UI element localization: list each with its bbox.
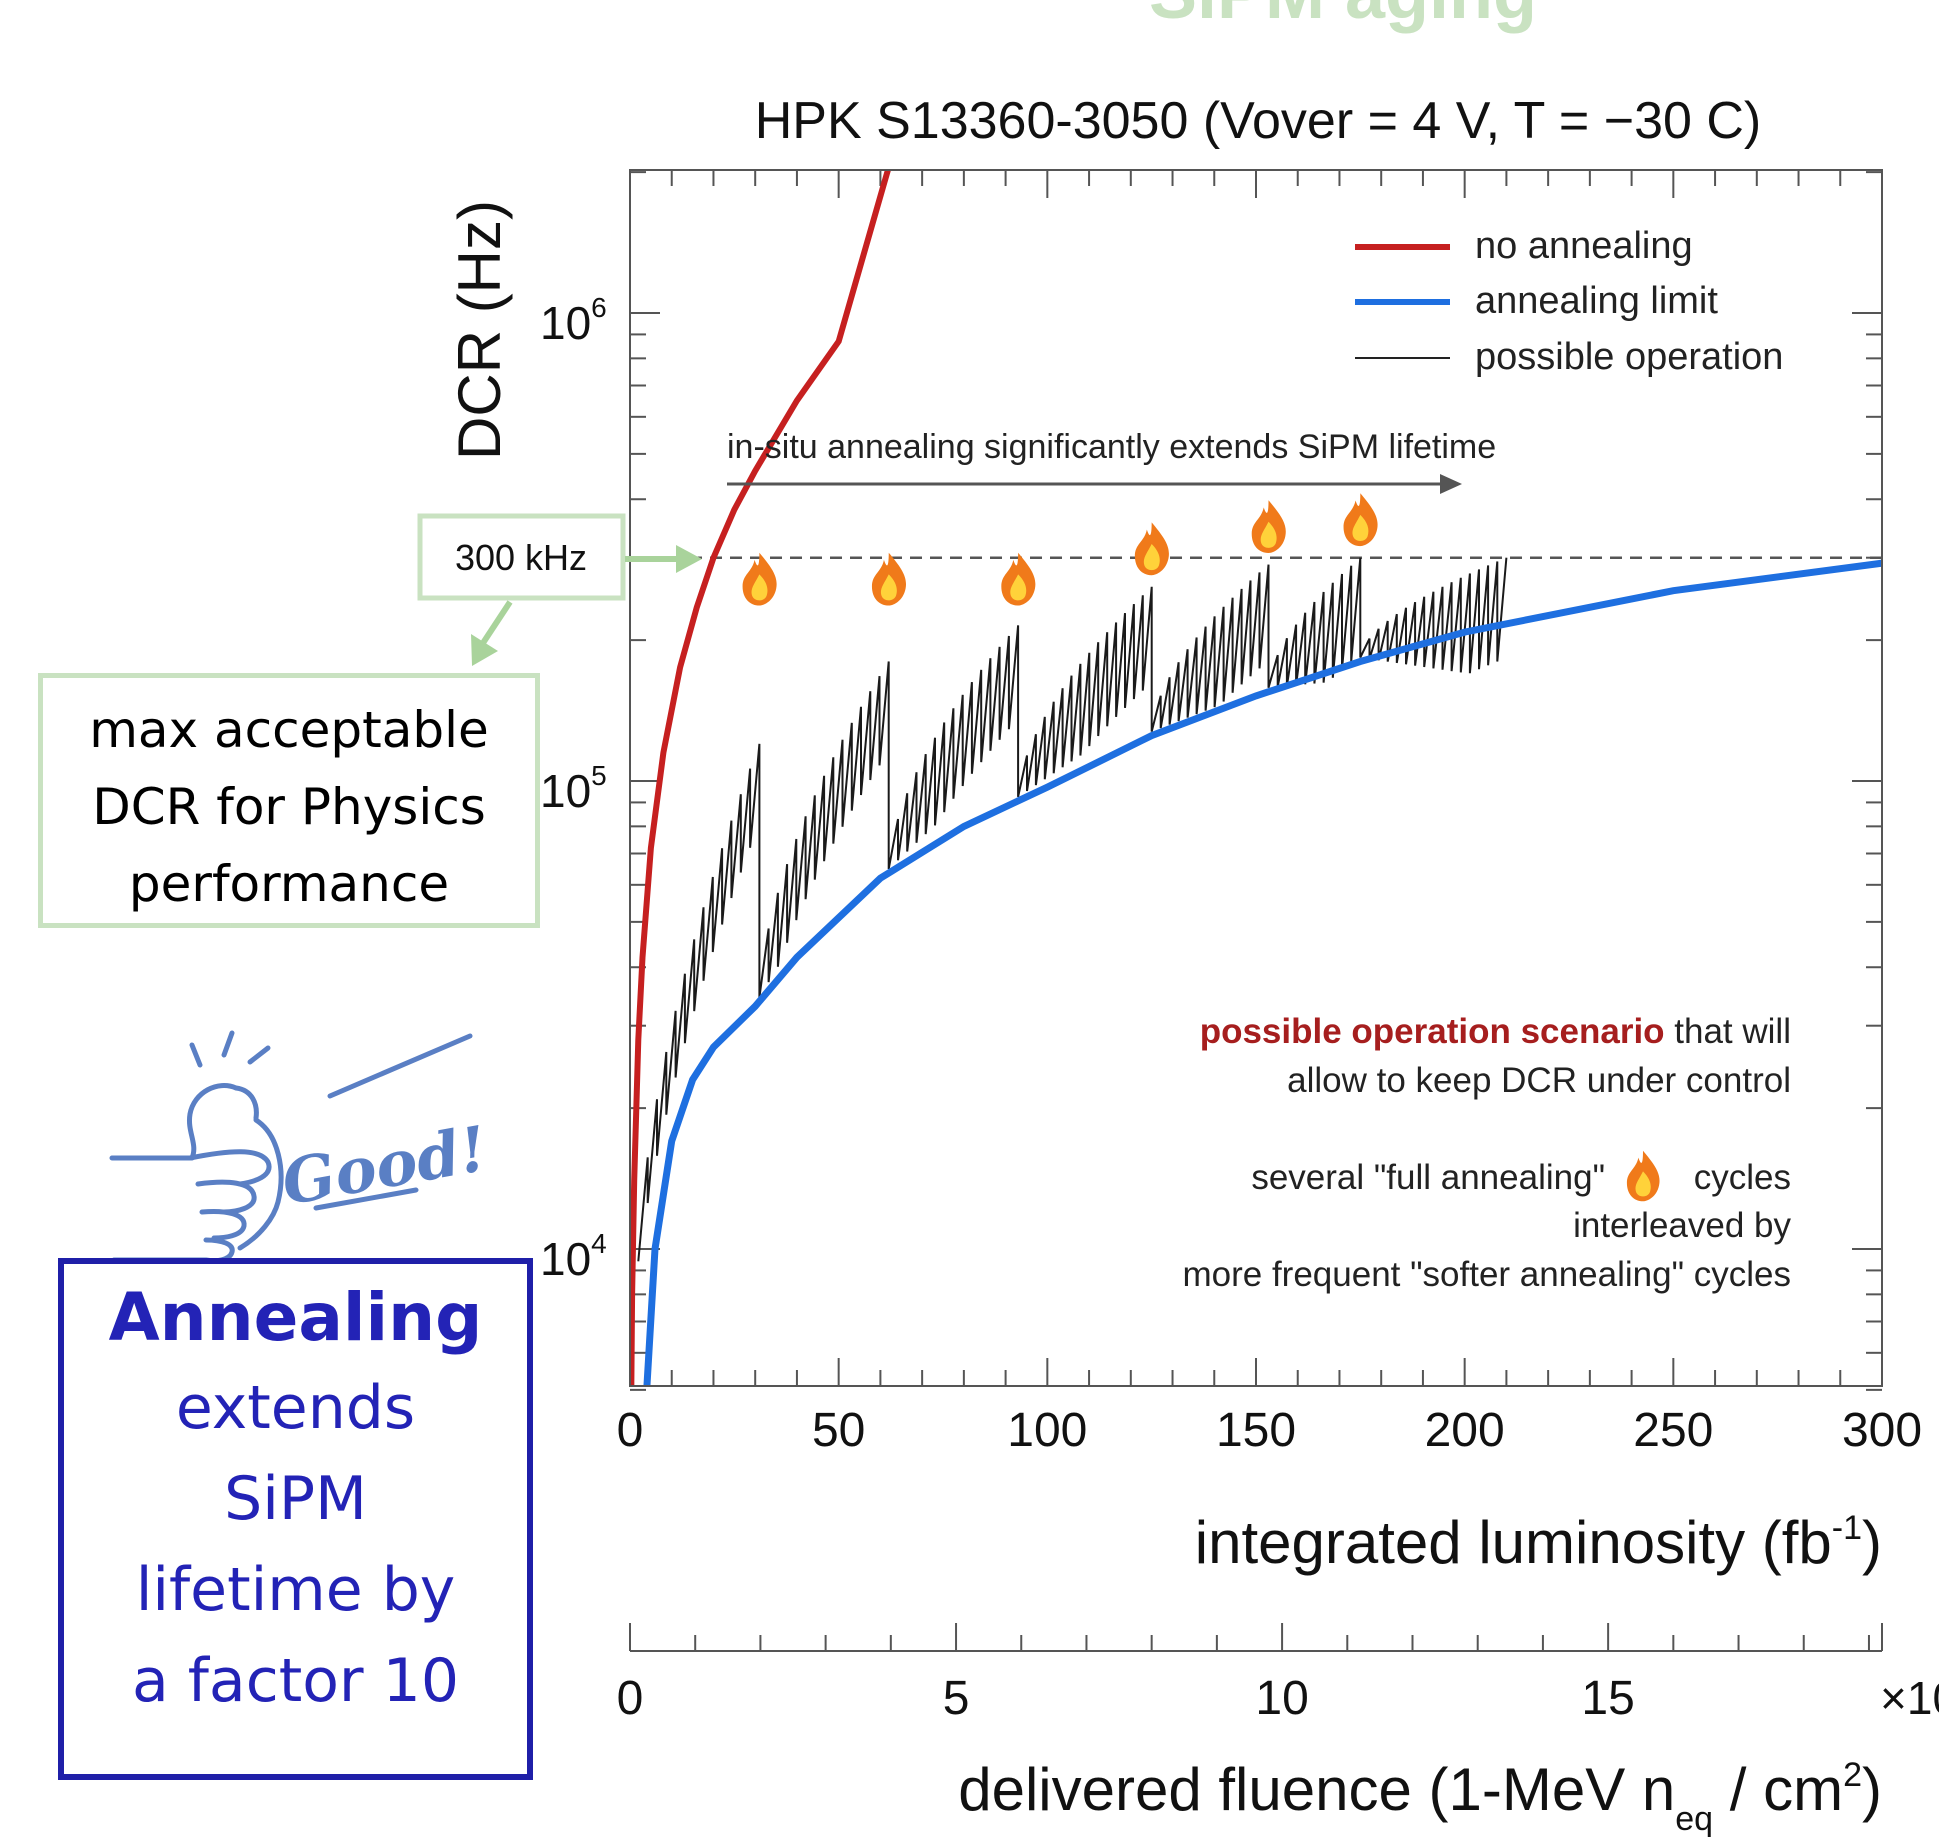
x-tick-label-0: 0 xyxy=(617,1404,644,1457)
fluence-tick-label-5: 5 xyxy=(943,1672,970,1725)
x-axis-label: integrated luminosity (fb-1) xyxy=(1195,1509,1882,1576)
good-label: Good! xyxy=(277,1112,493,1220)
series-possible-operation xyxy=(637,557,1508,1262)
annealing-heading: Annealing xyxy=(108,1279,483,1356)
chart-title: HPK S13360-3050 (Vover = 4 V, T = −30 C) xyxy=(755,92,1761,150)
axis-ticks xyxy=(630,170,1883,1391)
cycles-note-line3: more frequent "softer annealing" cycles xyxy=(1182,1255,1791,1294)
y-tick-label-1e6: 106 xyxy=(540,292,607,349)
x-tick-label-250: 250 xyxy=(1633,1404,1713,1457)
inline-flame-icon xyxy=(1626,1150,1660,1202)
flame-icon-inline xyxy=(1626,1150,1660,1202)
x-tick-label-50: 50 xyxy=(812,1404,865,1457)
scenario-note-line1: possible operation scenario that will xyxy=(1200,1012,1791,1051)
page-heading: SiPM aging xyxy=(1149,0,1537,34)
max-dcr-line-1: max acceptable xyxy=(89,701,489,759)
max-callout-arrowhead xyxy=(471,634,498,666)
fluence-axis-ticks xyxy=(629,1623,1883,1651)
legend-label-no-annealing: no annealing xyxy=(1475,225,1693,267)
cycles-note-line2: interleaved by xyxy=(1573,1206,1791,1245)
scenario-note-line2: allow to keep DCR under control xyxy=(1287,1061,1791,1100)
legend-label-annealing-limit: annealing limit xyxy=(1475,280,1718,322)
full-annealing-markers xyxy=(742,493,1378,606)
flame-icon-1 xyxy=(871,552,907,606)
threshold-callout-label: 300 kHz xyxy=(455,537,587,578)
flame-icon-5 xyxy=(1343,493,1378,547)
threshold-callout-arrowhead xyxy=(676,545,702,573)
fluence-tick-labels: 0 5 10 15 xyxy=(617,1672,1635,1725)
series-no-annealing xyxy=(631,171,891,1385)
y-axis-label: DCR (Hz) xyxy=(446,200,513,460)
x-tick-label-200: 200 xyxy=(1425,1404,1505,1457)
annealing-line-3: lifetime by xyxy=(135,1555,456,1625)
x-tick-label-150: 150 xyxy=(1216,1404,1296,1457)
max-callout-arrow xyxy=(480,600,513,645)
cycles-note-line1b: cycles xyxy=(1694,1158,1791,1197)
flame-icon-2 xyxy=(1001,552,1036,606)
legend: no annealing annealing limit possible op… xyxy=(1355,225,1783,378)
annotation-arrow-head xyxy=(1440,474,1462,494)
annealing-line-1: extends xyxy=(175,1373,416,1443)
flame-icon-3 xyxy=(1134,522,1169,576)
scenario-highlight: possible operation scenario xyxy=(1200,1012,1665,1051)
legend-label-possible-operation: possible operation xyxy=(1475,336,1783,378)
flame-icon-0 xyxy=(742,552,777,606)
x-tick-label-100: 100 xyxy=(1007,1404,1087,1457)
cycles-note-line1a: several "full annealing" xyxy=(1251,1158,1605,1197)
y-tick-labels: 106 105 104 xyxy=(540,292,607,1285)
thumbs-up-good-icon: Good! xyxy=(109,1030,493,1264)
fluence-multiplier: ×109 xyxy=(1880,1667,1939,1724)
annealing-line-4: a factor 10 xyxy=(131,1646,460,1716)
y-tick-label-1e5: 105 xyxy=(540,760,607,817)
series-annealing-limit xyxy=(643,559,1881,1385)
flame-icon-4 xyxy=(1251,500,1286,553)
annotation-arrow-text: in-situ annealing significantly extends … xyxy=(727,428,1496,466)
fluence-tick-label-10: 10 xyxy=(1255,1672,1308,1725)
x-tick-labels: 0 50 100 150 200 250 300 xyxy=(617,1404,1922,1457)
max-dcr-callout: max acceptable DCR for Physics performan… xyxy=(38,673,540,928)
fluence-axis-label: delivered fluence (1-MeV neq / cm2) xyxy=(958,1756,1882,1838)
y-tick-label-1e4: 104 xyxy=(540,1228,607,1285)
threshold-callout-box xyxy=(417,513,626,601)
scenario-rest: that will xyxy=(1674,1012,1791,1051)
annealing-summary-box: Annealing extends SiPM lifetime by a fac… xyxy=(58,1258,533,1780)
annealing-line-2: SiPM xyxy=(224,1464,367,1534)
fluence-tick-label-15: 15 xyxy=(1581,1672,1634,1725)
max-dcr-line-3: performance xyxy=(128,855,450,913)
fluence-tick-label-0: 0 xyxy=(617,1672,644,1725)
max-dcr-line-2: DCR for Physics xyxy=(92,778,486,836)
x-tick-label-300: 300 xyxy=(1842,1404,1922,1457)
